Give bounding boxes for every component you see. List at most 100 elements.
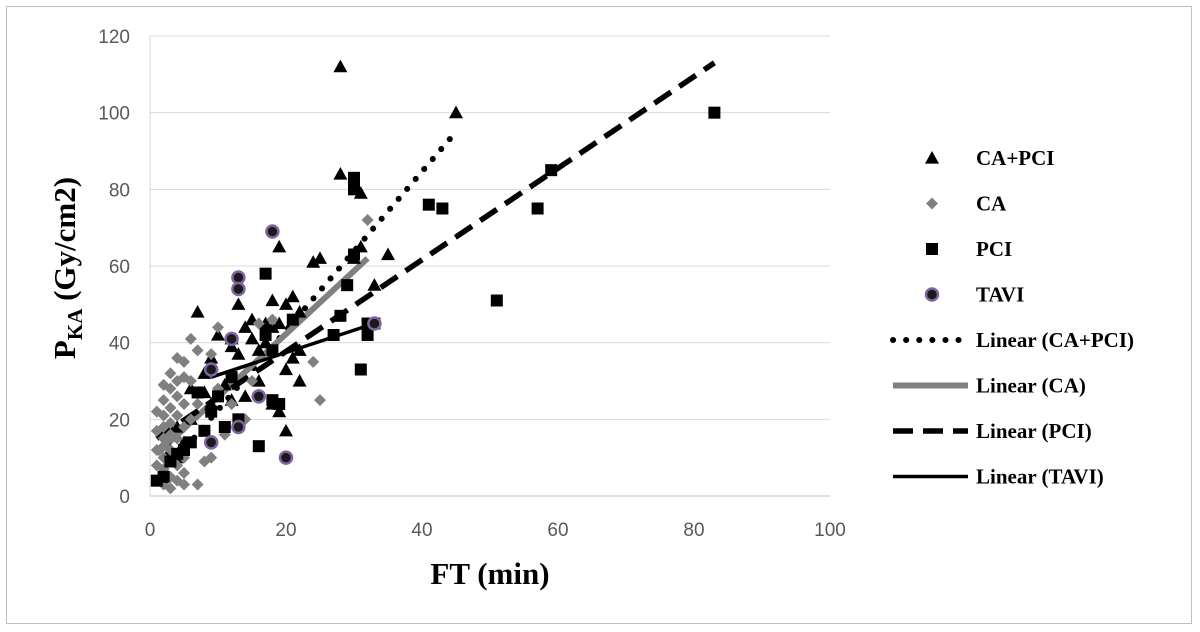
point-pci [422,198,435,211]
legend-label-linear-pci: Linear (PCI) [976,419,1092,443]
point-pci [225,371,238,384]
point-ca [157,394,170,407]
legend-marker-tavi [924,287,940,302]
chart-frame [6,6,1192,624]
point-pci [259,329,272,341]
y-tick-label: 40 [109,334,130,355]
point-ca [266,313,279,326]
point-pci [198,424,211,437]
point-ca [171,390,184,403]
legend-label-tavi: TAVI [976,283,1024,307]
x-tick-label: 0 [145,520,156,541]
point-tavi [251,389,267,404]
point-ca [178,478,190,491]
legend-label-linear-ca-pci: Linear (CA+PCI) [976,328,1134,352]
point-pci [341,279,354,292]
point-ca [178,398,190,410]
point-ca [178,355,190,368]
point-ca [164,382,177,395]
legend-label-ca-pci: CA+PCI [976,146,1054,170]
point-ca [252,317,265,330]
point-tavi [231,281,246,297]
point-ca-pci [245,331,259,345]
y-axis-title-rest: (Gy/cm2) [47,177,82,309]
point-tavi [224,331,239,347]
point-ca-pci [313,251,327,264]
point-pci [178,444,190,456]
point-ca [164,367,177,380]
point-pci [545,164,558,177]
point-ca-pci [285,351,300,364]
point-ca [225,398,238,410]
point-pci [273,398,286,410]
point-pci [212,390,224,403]
point-ca [191,344,204,357]
point-ca [164,482,177,495]
point-ca-pci [238,389,253,402]
point-ca-pci [306,255,321,268]
point-ca [150,424,163,437]
point-ca [184,375,197,387]
trendline-linear-tavi [210,321,375,379]
legend: CA+PCI CA PCI TAVI Linear (CA+PCI) Linear (CA… [890,146,1134,489]
point-pci [708,106,721,119]
point-pci [334,309,347,322]
legend-marker-pci [926,243,938,255]
x-tick-labels: 0 20 40 60 80 100 [145,520,846,541]
y-tick-labels: 0 20 40 60 80 100 120 [98,27,130,508]
point-pci [354,363,367,376]
point-ca [171,409,184,422]
x-tick-label: 80 [683,520,704,541]
point-ca-pci [272,239,287,253]
y-axis-title-subscript: KA [63,308,87,340]
point-ca-pci [285,289,300,303]
point-ca-pci [279,297,293,310]
x-axis-title: FT (min) [430,556,549,591]
point-ca-pci [353,186,368,199]
point-tavi [231,270,246,285]
point-pci [436,202,449,215]
y-tick-label: 0 [119,487,130,508]
point-ca [361,214,374,226]
y-tick-label: 60 [109,257,130,278]
y-axis-title: PKA (Gy/cm2) [47,177,87,359]
point-pci [259,267,272,280]
point-ca [198,455,211,468]
legend-label-linear-tavi: Linear (TAVI) [976,465,1104,489]
point-pci [218,421,231,433]
point-ca [178,421,190,433]
x-tick-label: 20 [275,520,296,541]
point-tavi [265,224,280,239]
point-ca-pci [231,347,246,360]
y-tick-label: 100 [98,104,130,125]
point-pci [327,329,340,341]
point-ca-pci [272,404,287,418]
x-tick-label: 40 [411,520,432,541]
y-tick-label: 120 [98,27,130,48]
point-ca [314,394,326,407]
legend-label-ca: CA [976,192,1007,216]
point-tavi [203,435,219,450]
point-ca [212,321,224,334]
legend-marker-ca-pci [925,151,939,164]
point-ca-pci [367,278,382,291]
point-ca-pci [272,316,287,330]
y-axis-title-main: P [47,340,82,359]
point-ca [157,409,170,422]
point-ca-pci [231,297,246,310]
point-ca [307,355,320,368]
axes [149,36,830,497]
point-pci [286,313,299,326]
legend-label-pci: PCI [976,237,1012,261]
point-pci [191,386,204,399]
point-ca-pci [333,59,348,73]
x-tick-label: 100 [814,520,846,541]
point-pci [150,474,163,487]
point-tavi [203,362,219,377]
point-pci [531,202,544,215]
point-ca [164,401,177,414]
point-pci [266,344,279,357]
point-ca-pci [279,362,293,376]
point-ca-pci [265,293,280,307]
